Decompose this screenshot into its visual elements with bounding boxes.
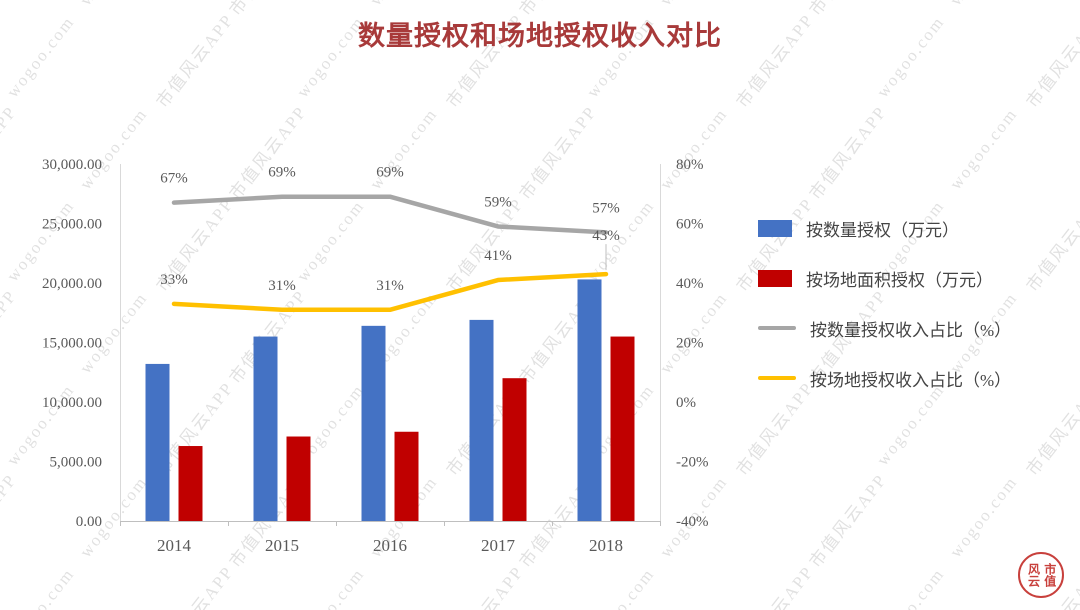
x-axis-category-label: 2015 bbox=[265, 536, 299, 555]
data-label-quantity-ratio-2017: 59% bbox=[484, 194, 512, 210]
bar-quantity-2017 bbox=[469, 319, 494, 521]
left-axis-tick-label: 30,000.00 bbox=[42, 157, 102, 173]
left-axis-tick-label: 0.00 bbox=[76, 514, 102, 530]
right-axis-tick-label: 20% bbox=[676, 336, 704, 352]
right-axis-tick-label: 60% bbox=[676, 217, 704, 233]
right-axis-tick-label: 0% bbox=[676, 395, 696, 411]
x-axis-category-label: 2018 bbox=[589, 536, 623, 555]
seal-left-text: 风云 bbox=[1026, 563, 1041, 587]
legend-label: 按场地面积授权（万元） bbox=[806, 270, 993, 290]
line-swatch-icon bbox=[758, 326, 796, 330]
left-axis-tick-label: 25,000.00 bbox=[42, 217, 102, 233]
bar-quantity-2014 bbox=[145, 363, 170, 521]
brand-seal: 风云 市值 bbox=[1018, 552, 1064, 598]
right-axis-tick-label: 80% bbox=[676, 157, 704, 173]
x-axis-category-label: 2017 bbox=[481, 536, 516, 555]
bar-quantity-2018 bbox=[577, 279, 602, 521]
bar-venue-2014 bbox=[178, 446, 203, 521]
data-label-quantity-ratio-2014: 67% bbox=[160, 171, 188, 187]
data-label-quantity-ratio-2015: 69% bbox=[268, 165, 296, 181]
bar-venue-2017 bbox=[502, 378, 527, 521]
legend-label: 按数量授权收入占比（%） bbox=[810, 320, 1012, 340]
data-label-venue-ratio-2015: 31% bbox=[268, 278, 296, 294]
right-axis-tick-label: -40% bbox=[676, 514, 709, 530]
x-axis-category-label: 2014 bbox=[157, 536, 192, 555]
chart-title: 数量授权和场地授权收入对比 bbox=[358, 21, 722, 51]
bar-quantity-2016 bbox=[361, 325, 386, 521]
data-label-venue-ratio-2014: 33% bbox=[160, 272, 188, 288]
right-axis-tick-label: 40% bbox=[676, 276, 704, 292]
chart-legend: 按数量授权（万元） 按场地面积授权（万元） 按数量授权收入占比（%） 按场地授权收入占… bbox=[758, 210, 1011, 396]
left-axis-tick-label: 5,000.00 bbox=[50, 455, 103, 471]
left-axis-tick-label: 10,000.00 bbox=[42, 395, 102, 411]
legend-label: 按场地授权收入占比（%） bbox=[810, 370, 1012, 390]
bar-swatch-icon bbox=[758, 269, 792, 287]
bar-venue-2015 bbox=[286, 436, 311, 521]
legend-item-venue-bars: 按场地面积授权（万元） bbox=[758, 260, 1011, 296]
data-label-venue-ratio-2017: 41% bbox=[484, 248, 512, 264]
legend-item-quantity-ratio: 按数量授权收入占比（%） bbox=[758, 310, 1011, 346]
data-label-quantity-ratio-2016: 69% bbox=[376, 165, 404, 181]
data-label-venue-ratio-2016: 31% bbox=[376, 278, 404, 294]
left-axis-tick-label: 15,000.00 bbox=[42, 336, 102, 352]
bar-swatch-icon bbox=[758, 219, 792, 237]
legend-label: 按数量授权（万元） bbox=[806, 220, 959, 240]
line-quantity-ratio bbox=[171, 194, 609, 235]
line-swatch-icon bbox=[758, 376, 796, 380]
line-venue-ratio bbox=[171, 271, 609, 313]
legend-item-venue-ratio: 按场地授权收入占比（%） bbox=[758, 360, 1011, 396]
bar-venue-2016 bbox=[394, 431, 419, 521]
bar-quantity-2015 bbox=[253, 336, 278, 521]
data-label-venue-ratio-2018: 43% bbox=[592, 228, 620, 244]
x-axis-category-label: 2016 bbox=[373, 536, 407, 555]
data-label-quantity-ratio-2018: 57% bbox=[592, 200, 620, 216]
seal-right-text: 市值 bbox=[1042, 563, 1057, 587]
legend-item-quantity-bars: 按数量授权（万元） bbox=[758, 210, 1011, 246]
right-axis-tick-label: -20% bbox=[676, 455, 709, 471]
bar-venue-2018 bbox=[610, 336, 635, 521]
left-axis-tick-label: 20,000.00 bbox=[42, 276, 102, 292]
